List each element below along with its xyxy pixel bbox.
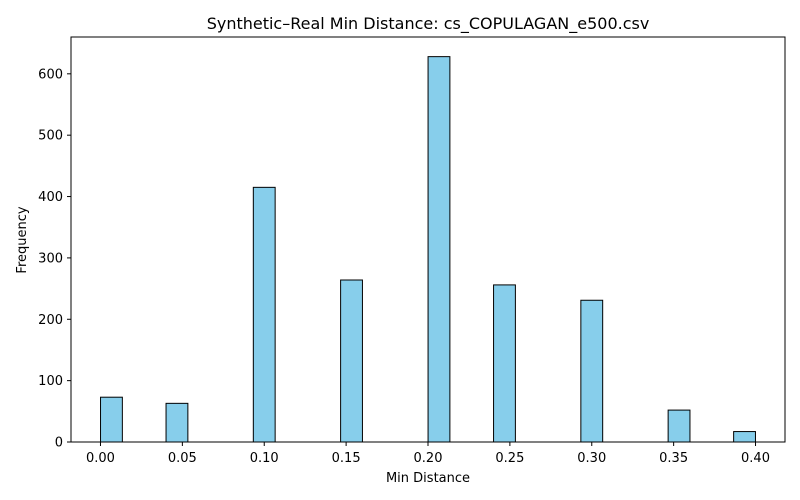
- bars-group: [100, 56, 756, 443]
- histogram-bar-6: [580, 299, 604, 443]
- histogram-bar-2: [252, 186, 276, 443]
- x-tick-label: 0.00: [86, 451, 115, 466]
- histogram-bar-7: [667, 409, 691, 443]
- y-tick-label: 0: [55, 436, 63, 451]
- x-tick-label: 0.25: [495, 451, 524, 466]
- x-axis-ticks: 0.00 0.05 0.10 0.15 0.20 0.25 0.30 0.35 0.40: [86, 442, 770, 466]
- y-axis-ticks: 0 100 200 300 400 500 600: [38, 67, 71, 451]
- histogram-bar-0: [100, 396, 123, 443]
- histogram-bar-8: [733, 431, 756, 443]
- y-tick-label: 100: [38, 374, 63, 389]
- chart-title: Synthetic–Real Min Distance: cs_COPULAGA…: [207, 14, 650, 34]
- x-tick-label: 0.20: [414, 451, 443, 466]
- x-tick-label: 0.05: [168, 451, 197, 466]
- y-tick-label: 500: [38, 129, 63, 144]
- histogram-bar-4: [427, 56, 451, 443]
- x-tick-label: 0.10: [250, 451, 279, 466]
- x-tick-label: 0.35: [659, 451, 688, 466]
- x-tick-label: 0.15: [332, 451, 361, 466]
- histogram-bar-1: [165, 402, 189, 443]
- y-tick-label: 600: [38, 67, 63, 82]
- y-tick-label: 200: [38, 313, 63, 328]
- y-axis-label: Frequency: [15, 206, 30, 273]
- histogram-bar-3: [340, 279, 363, 443]
- x-axis-label: Min Distance: [386, 471, 470, 486]
- x-tick-label: 0.40: [741, 451, 770, 466]
- histogram-bar-5: [493, 284, 516, 443]
- y-tick-label: 400: [38, 190, 63, 205]
- y-tick-label: 300: [38, 251, 63, 266]
- x-tick-label: 0.30: [577, 451, 606, 466]
